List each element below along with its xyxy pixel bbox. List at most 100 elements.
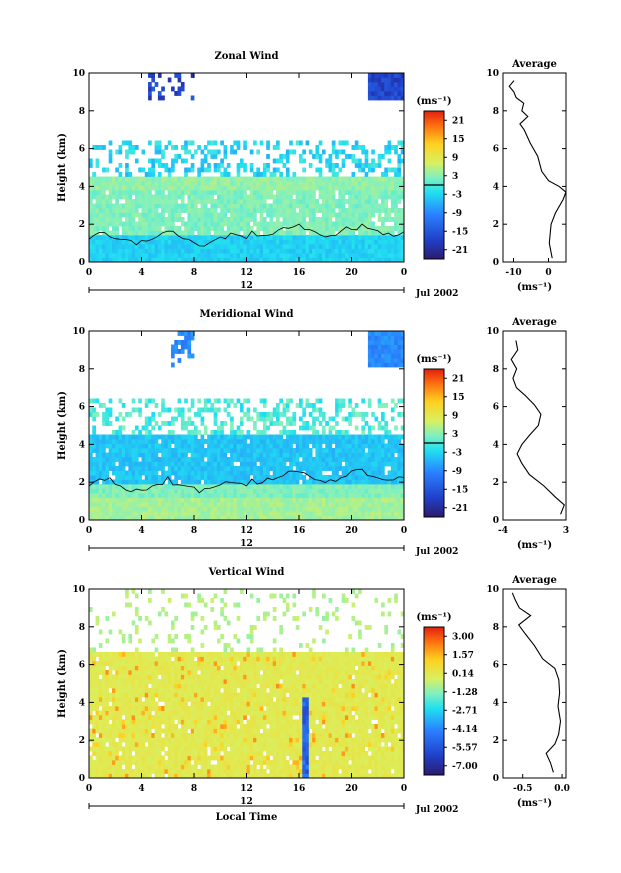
- heatmap-cell: [285, 167, 290, 173]
- heatmap-cell: [233, 488, 238, 494]
- heatmap-cell: [187, 506, 192, 512]
- heatmap-cell: [400, 190, 404, 195]
- heatmap-cell: [190, 353, 195, 359]
- heatmap-cell: [262, 443, 267, 449]
- heatmap-cell: [111, 502, 116, 507]
- heatmap-cell: [312, 190, 316, 195]
- heatmap-cell: [394, 203, 398, 209]
- heatmap-cell: [174, 340, 178, 345]
- heatmap-cell: [348, 185, 352, 191]
- heatmap-cell: [364, 217, 369, 222]
- heatmap-cell: [335, 407, 339, 413]
- heatmap-cell: [361, 398, 366, 404]
- heatmap-cell: [299, 452, 303, 458]
- heatmap-cell: [387, 145, 392, 150]
- heatmap-cell: [177, 466, 182, 471]
- heatmap-cell: [154, 484, 159, 489]
- heatmap-cell: [148, 199, 152, 204]
- heatmap-cell: [367, 439, 372, 444]
- heatmap-cell: [233, 149, 238, 155]
- heatmap-cell: [243, 181, 247, 186]
- heatmap-cell: [115, 212, 119, 218]
- heatmap-cell: [197, 208, 201, 213]
- heatmap-cell: [95, 176, 100, 182]
- heatmap-cell: [299, 398, 303, 404]
- heatmap-cell: [236, 253, 241, 258]
- heatmap-cell: [374, 511, 379, 516]
- heatmap-cell: [299, 448, 303, 453]
- heatmap-cell: [118, 217, 123, 222]
- heatmap-cell: [348, 230, 352, 236]
- heatmap-cell: [111, 701, 116, 707]
- heatmap-cell: [351, 235, 356, 240]
- heatmap-cell: [351, 497, 356, 503]
- heatmap-cell: [331, 172, 336, 177]
- heatmap-cell: [177, 86, 182, 92]
- heatmap-cell: [203, 493, 208, 498]
- heatmap-cell: [138, 185, 142, 191]
- heatmap-cell: [295, 457, 300, 462]
- heatmap-cell: [187, 239, 192, 245]
- heatmap-cell: [285, 443, 290, 449]
- heatmap-cell: [89, 746, 93, 752]
- heatmap-cell: [118, 425, 123, 431]
- heatmap-cell: [335, 154, 339, 159]
- heatmap-cell: [384, 335, 388, 341]
- heatmap-cell: [138, 697, 142, 702]
- heatmap-cell: [167, 185, 172, 191]
- heatmap-cell: [364, 199, 369, 204]
- heatmap-cell: [338, 452, 343, 458]
- heatmap-cell: [157, 194, 162, 200]
- heatmap-cell: [194, 203, 198, 209]
- heatmap-cell: [131, 670, 136, 675]
- heatmap-cell: [226, 434, 231, 440]
- heatmap-cell: [92, 764, 96, 770]
- heatmap-cell: [210, 466, 215, 471]
- heatmap-cell: [282, 439, 287, 444]
- heatmap-cell: [95, 239, 100, 245]
- heatmap-cell: [144, 217, 149, 222]
- heatmap-cell: [223, 511, 228, 516]
- heatmap-cell: [92, 484, 96, 489]
- heatmap-cell: [128, 506, 133, 512]
- heatmap-cell: [220, 488, 224, 494]
- heatmap-cell: [318, 448, 323, 453]
- heatmap-cell: [253, 497, 257, 503]
- heatmap-cell: [276, 221, 280, 227]
- heatmap-cell: [148, 181, 152, 186]
- heatmap-cell: [351, 239, 356, 245]
- heatmap-cell: [210, 199, 215, 204]
- heatmap-cell: [128, 773, 133, 778]
- heatmap-cell: [187, 479, 192, 485]
- heatmap-cell: [387, 253, 392, 258]
- heatmap-cell: [98, 719, 103, 725]
- heatmap-cell: [177, 452, 182, 458]
- heatmap-cell: [361, 235, 366, 240]
- heatmap-cell: [243, 515, 247, 520]
- heatmap-cell: [312, 217, 316, 222]
- heatmap-cell: [236, 235, 241, 240]
- heatmap-cell: [141, 470, 146, 476]
- heatmap-cell: [108, 244, 113, 249]
- heatmap-cell: [105, 208, 110, 213]
- heatmap-cell: [220, 470, 224, 476]
- heatmap-cell: [164, 484, 169, 489]
- heatmap-cell: [338, 217, 343, 222]
- heatmap-cell: [249, 466, 254, 471]
- heatmap-cell: [92, 475, 96, 480]
- heatmap-cell: [187, 448, 192, 453]
- heatmap-cell: [374, 226, 379, 231]
- heatmap-cell: [328, 181, 333, 186]
- heatmap-cell: [246, 488, 251, 494]
- heatmap-cell: [341, 470, 346, 476]
- heatmap-cell: [154, 502, 159, 507]
- heatmap-cell: [115, 515, 119, 520]
- heatmap-cell: [285, 497, 290, 503]
- heatmap-cell: [194, 185, 198, 191]
- heatmap-cell: [259, 493, 264, 498]
- heatmap-cell: [161, 484, 165, 489]
- heatmap-cell: [262, 497, 267, 503]
- heatmap-cell: [315, 448, 320, 453]
- heatmap-cell: [131, 742, 136, 747]
- heatmap-cell: [102, 176, 106, 182]
